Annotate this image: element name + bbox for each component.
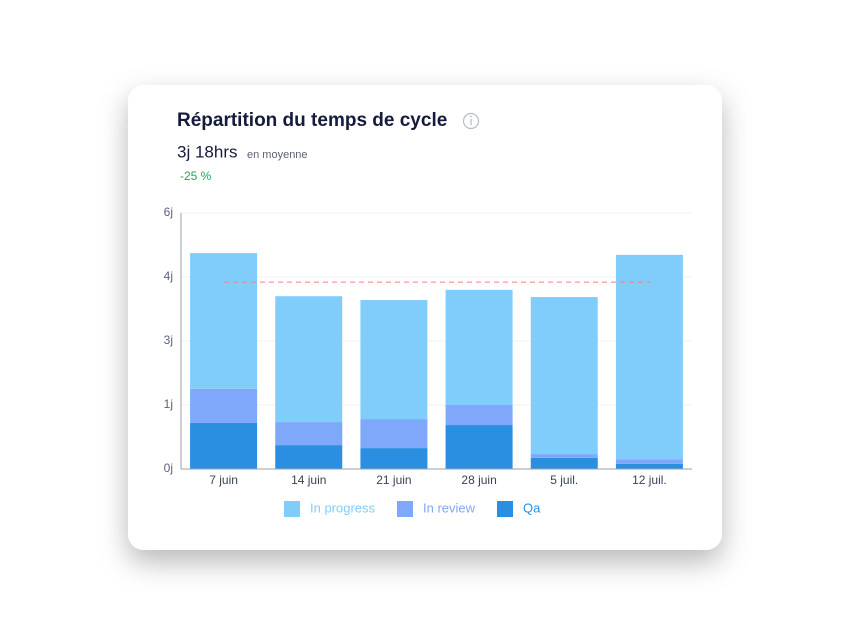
bar-segment	[275, 422, 343, 446]
x-tick-label: 12 juil.	[632, 473, 667, 487]
legend-label: In review	[423, 500, 476, 515]
legend-swatch	[397, 501, 413, 517]
y-tick-label: 6j	[164, 205, 173, 219]
legend-label: Qa	[523, 500, 541, 515]
bar-segment	[360, 448, 428, 469]
bar-segment	[190, 388, 258, 423]
bar-segment	[360, 300, 428, 420]
bar-segment	[530, 454, 598, 458]
info-icon[interactable]	[462, 112, 480, 130]
chart-title: Répartition du temps de cycle	[177, 110, 447, 131]
bar-segment	[360, 419, 428, 449]
bar-segment	[190, 422, 258, 469]
summary-note: en moyenne	[247, 149, 308, 161]
bar-segment	[445, 405, 513, 426]
bar-segment	[275, 296, 343, 423]
bar-segment	[445, 289, 513, 405]
bar-segment	[615, 463, 683, 469]
summary: 3j 18hrs	[177, 142, 237, 161]
x-tick-label: 14 juin	[291, 473, 326, 487]
change: -25 %	[180, 169, 212, 183]
bar-segment	[615, 459, 683, 464]
bar-segment	[530, 297, 598, 455]
y-tick-label: 3j	[164, 333, 173, 347]
x-tick-label: 28 juin	[461, 473, 496, 487]
x-tick-label: 7 juin	[209, 473, 238, 487]
x-tick-label: 21 juin	[376, 473, 411, 487]
bar-segment	[190, 253, 258, 389]
bar-segment	[615, 254, 683, 460]
legend-swatch	[284, 501, 300, 517]
y-tick-label: 0j	[164, 461, 173, 475]
y-tick-label: 1j	[164, 397, 173, 411]
bar-segment	[530, 457, 598, 469]
y-tick-label: 4j	[164, 269, 173, 283]
x-tick-label: 5 juil.	[550, 473, 578, 487]
legend-swatch	[497, 501, 513, 517]
bar-segment	[275, 445, 343, 469]
legend-label: In progress	[310, 500, 376, 515]
bar-segment	[445, 425, 513, 469]
